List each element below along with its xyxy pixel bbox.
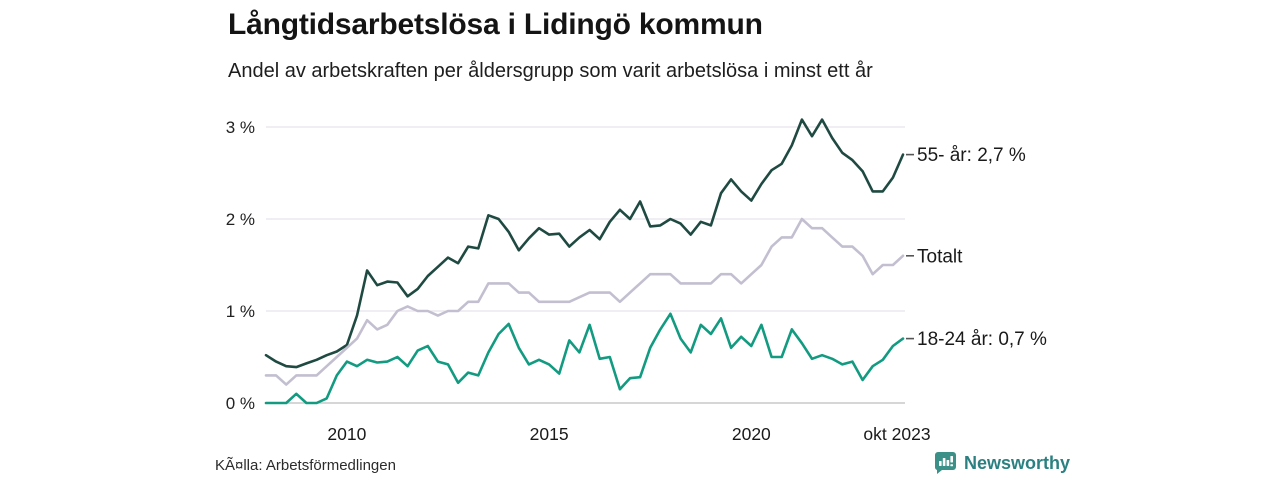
y-tick-label: 0 % <box>226 394 255 413</box>
series-line-18-24-r <box>264 312 905 405</box>
x-tick-label: 2020 <box>732 424 771 444</box>
brand-name: Newsworthy <box>964 452 1071 473</box>
y-tick-label: 3 % <box>226 118 255 137</box>
series-lines <box>264 118 905 405</box>
x-axis-tick-labels: 2010 2015 2020 okt 2023 <box>327 424 930 444</box>
x-tick-label: 2010 <box>327 424 366 444</box>
chart-title: Långtidsarbetslösa i Lidingö kommun <box>228 8 763 41</box>
brand-logo: Newsworthy <box>934 451 1070 475</box>
legend-label-totalt: Totalt <box>917 246 963 267</box>
newsworthy-icon <box>934 452 956 474</box>
chart-subtitle: Andel av arbetskraften per åldersgrupp s… <box>228 60 873 82</box>
y-axis-tick-labels: 3 % 2 % 1 % 0 % <box>226 118 255 413</box>
x-tick-label: 2015 <box>530 424 569 444</box>
x-tick-label: okt 2023 <box>863 424 930 444</box>
source-note: KÃ¤lla: Arbetsförmedlingen <box>215 457 396 474</box>
series-line-totalt <box>264 217 905 386</box>
y-tick-label: 1 % <box>226 302 255 321</box>
legend-label-55-r: 55- år: 2,7 % <box>917 145 1026 166</box>
legend-label-18-24-r: 18-24 år: 0,7 % <box>917 329 1047 350</box>
y-tick-label: 2 % <box>226 210 255 229</box>
series-line-55-r <box>264 118 905 369</box>
legend: 55- år: 2,7 % Totalt 18-24 år: 0,7 % <box>906 145 1047 350</box>
